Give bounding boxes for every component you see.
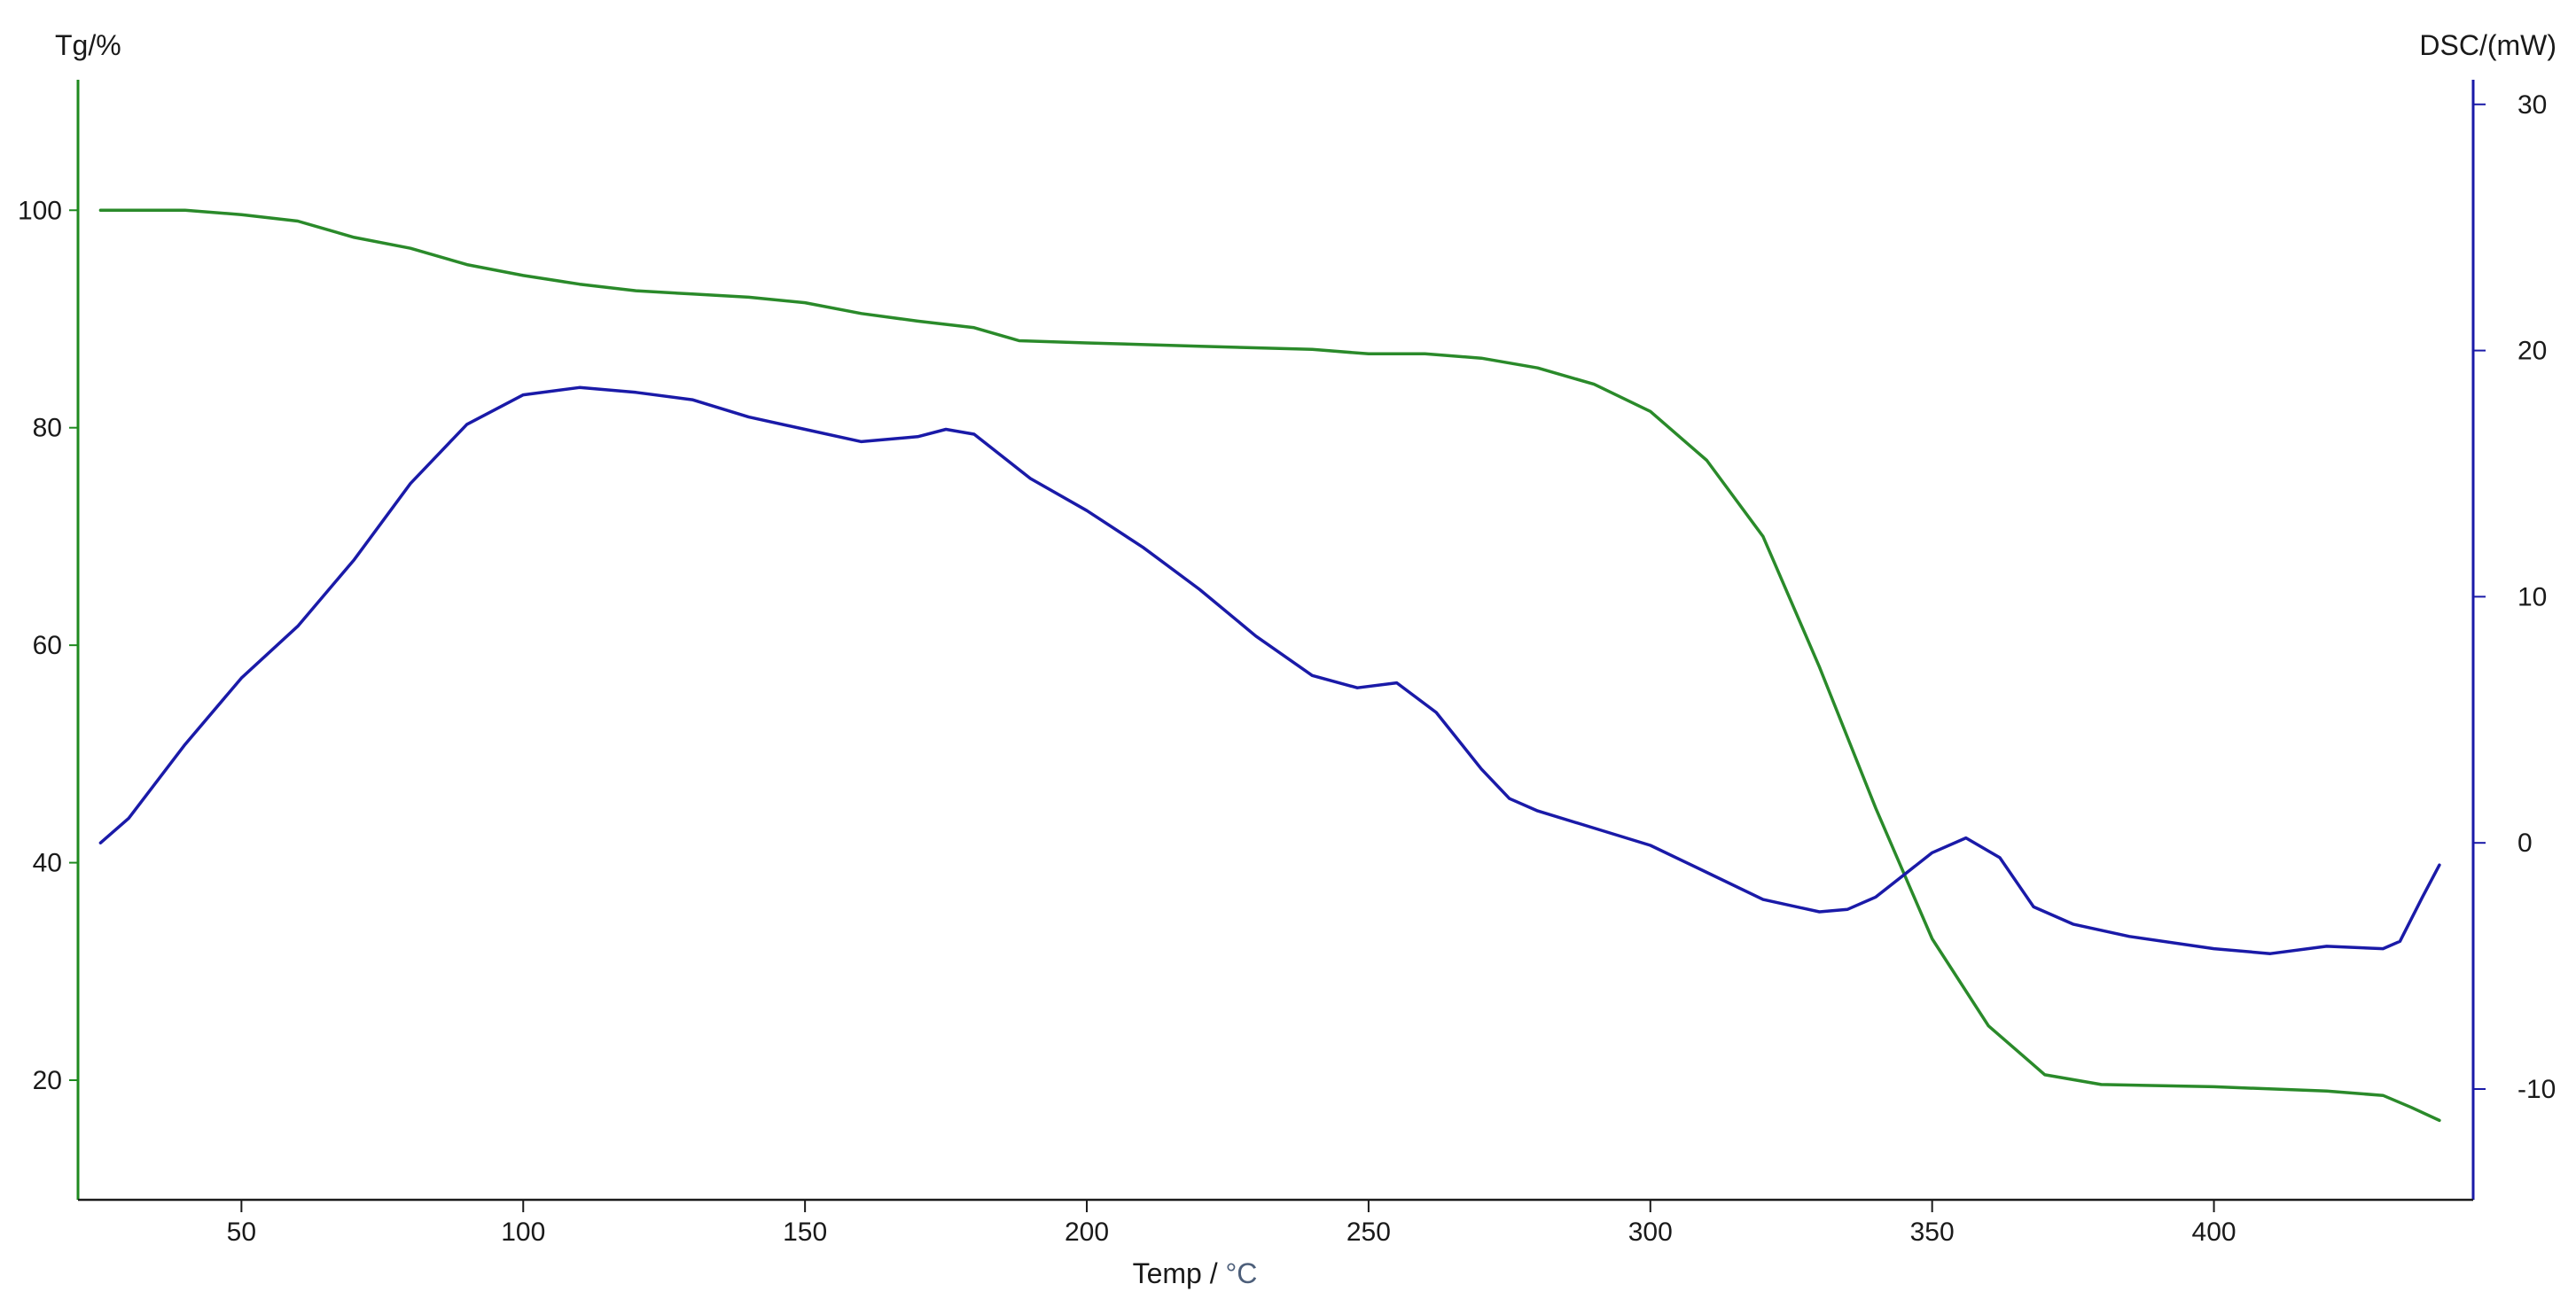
right-tick-label: 10 [2517,582,2547,611]
x-tick-label: 300 [1628,1218,1673,1247]
x-axis-title-text: Temp / [1133,1257,1226,1289]
x-tick-label: 400 [2192,1218,2236,1247]
x-tick-label: 350 [1910,1218,1955,1247]
x-tick-label: 50 [227,1218,256,1247]
dsc-series-line [98,385,2441,955]
x-axis-title: Temp / °C [1133,1257,1258,1289]
left-axis-title: Tg/% [55,29,121,61]
x-tick-label: 250 [1347,1218,1391,1247]
left-tick-label: 60 [33,631,62,660]
left-tick-label: 80 [33,414,62,443]
axes: 50 100 150 200 250 300 350 400 20 40 60 80 100 -10 0 10… [18,80,2556,1247]
plot-area [98,208,2441,1123]
tg-series-line [98,208,2441,1123]
left-tick-label: 100 [18,196,62,225]
right-tick-label: -10 [2517,1075,2556,1104]
x-tick-label: 100 [501,1218,545,1247]
x-tick-label: 150 [783,1218,827,1247]
right-tick-label: 30 [2517,90,2547,120]
right-axis-title: DSC/(mW) [2419,29,2556,61]
x-axis-unit: °C [1226,1257,1258,1289]
left-tick-label: 20 [33,1066,62,1095]
left-tick-label: 40 [33,849,62,878]
right-tick-label: 0 [2517,829,2533,858]
x-tick-label: 200 [1065,1218,1109,1247]
right-tick-label: 20 [2517,337,2547,366]
